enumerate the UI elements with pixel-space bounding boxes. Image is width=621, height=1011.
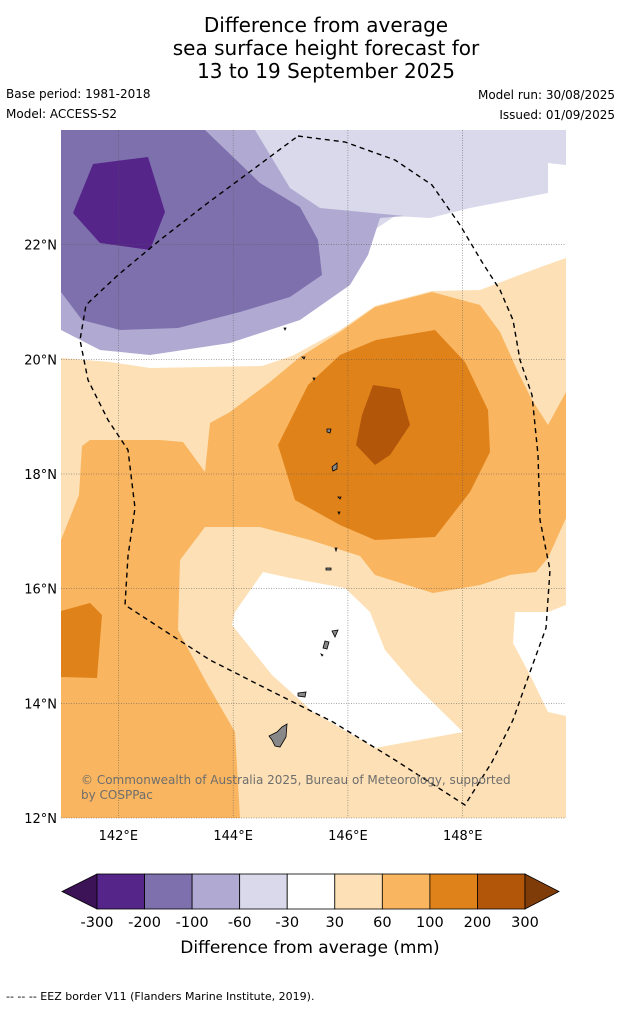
x-tick-label: 148°E (443, 829, 483, 844)
eez-footer-note: -- -- -- EEZ border V11 (Flanders Marine… (6, 990, 315, 1003)
colorbar-extend-high (524, 873, 560, 910)
copyright-line-1: © Commonwealth of Australia 2025, Bureau… (81, 773, 511, 787)
rota-island (297, 691, 307, 698)
colorbar-segment (191, 873, 241, 910)
title-line-2: sea surface height forecast for (172, 36, 480, 60)
saipan-island (331, 629, 339, 638)
tinian-island (322, 640, 330, 650)
x-tick-label: 144°E (213, 829, 253, 844)
colorbar-segment (96, 873, 145, 910)
colorbar-tick-label: -200 (128, 915, 161, 931)
y-tick-label: 22°N (24, 239, 57, 254)
colorbar-segment (334, 873, 383, 910)
y-tick-label: 16°N (24, 583, 57, 598)
x-tick-label: 142°E (99, 829, 139, 844)
y-tick-label: 20°N (24, 353, 57, 368)
band-200-300 (356, 385, 410, 465)
colorbar-segment (144, 873, 193, 910)
colorbar-segment (239, 873, 288, 910)
gridlines (61, 130, 566, 819)
x-axis-ticks: 142°E 144°E 146°E 148°E (99, 829, 483, 844)
colorbar-tick-label: -60 (228, 915, 252, 931)
colorbar-tick-label: 60 (373, 915, 391, 931)
guam-island (268, 723, 288, 748)
alamagan-island (337, 496, 342, 500)
guguan-island (337, 511, 341, 515)
colorbar: -300 -200 -100 -60 -30 30 60 100 200 300 Differen… (61, 873, 560, 958)
sea-surface-height-map: 142°E 144°E 146°E 148°E 12°N 14°N 16°N 18°N 20°… (24, 130, 566, 844)
x-tick-label: 146°E (328, 829, 368, 844)
colorbar-tick-label: -300 (81, 915, 114, 931)
colorbar-labels: -300 -200 -100 -60 -30 30 60 100 200 300 (81, 915, 539, 931)
asuncion-island (312, 377, 316, 381)
agrihan-island (326, 428, 332, 434)
colorbar-segments (61, 873, 560, 910)
model-label: Model: ACCESS-S2 (6, 107, 118, 121)
maug-island (301, 356, 306, 360)
band-minus-200-300 (73, 157, 165, 250)
colorbar-tick-label: -30 (275, 915, 299, 931)
band-neutral-south (232, 572, 463, 748)
colorbar-tick-label: 300 (511, 915, 539, 931)
colorbar-tick-label: 100 (416, 915, 444, 931)
farallon-island (283, 327, 287, 331)
y-tick-label: 12°N (24, 812, 57, 827)
anatahan-island (325, 567, 332, 571)
title-line-3: 13 to 19 September 2025 (197, 59, 455, 83)
y-tick-label: 18°N (24, 468, 57, 483)
colorbar-tick-label: -100 (176, 915, 209, 931)
aguijan-island (320, 653, 324, 657)
y-axis-ticks: 12°N 14°N 16°N 18°N 20°N 22°N (24, 239, 57, 827)
y-tick-label: 14°N (24, 697, 57, 712)
band-neutral-east (513, 605, 566, 716)
band-100-200-west (61, 603, 102, 678)
copyright-line-2: by COSPPac (81, 788, 153, 802)
islands (268, 327, 342, 748)
colorbar-segment (286, 873, 336, 910)
colorbar-title: Difference from average (mm) (180, 938, 439, 958)
colorbar-segment (381, 873, 431, 910)
chart-title: Difference from average sea surface heig… (0, 14, 621, 83)
pagan-island (331, 462, 338, 472)
issued-label: Issued: 01/09/2025 (499, 108, 615, 122)
colorbar-segment (477, 873, 526, 910)
sarigan-island (334, 547, 338, 553)
colorbar-tick-label: 200 (464, 915, 492, 931)
title-line-1: Difference from average (203, 13, 449, 37)
eez-border (79, 135, 551, 806)
colorbar-tick-label: 30 (326, 915, 344, 931)
model-run-label: Model run: 30/08/2025 (477, 88, 615, 102)
colorbar-extend-low (61, 873, 98, 910)
base-period-label: Base period: 1981-2018 (6, 87, 151, 101)
colorbar-segment (429, 873, 478, 910)
